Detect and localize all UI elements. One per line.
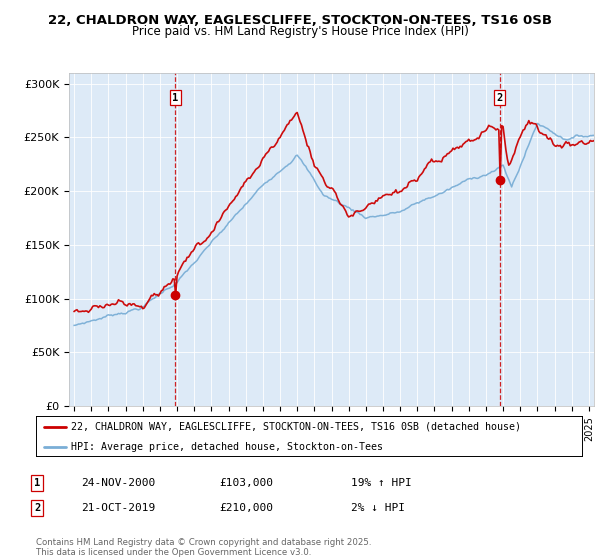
Text: 22, CHALDRON WAY, EAGLESCLIFFE, STOCKTON-ON-TEES, TS16 0SB (detached house): 22, CHALDRON WAY, EAGLESCLIFFE, STOCKTON…: [71, 422, 521, 432]
Text: 1: 1: [34, 478, 40, 488]
Text: 2: 2: [34, 503, 40, 513]
Text: £103,000: £103,000: [219, 478, 273, 488]
Text: 24-NOV-2000: 24-NOV-2000: [81, 478, 155, 488]
Text: 22, CHALDRON WAY, EAGLESCLIFFE, STOCKTON-ON-TEES, TS16 0SB: 22, CHALDRON WAY, EAGLESCLIFFE, STOCKTON…: [48, 14, 552, 27]
Text: 2% ↓ HPI: 2% ↓ HPI: [351, 503, 405, 513]
Text: 19% ↑ HPI: 19% ↑ HPI: [351, 478, 412, 488]
Text: £210,000: £210,000: [219, 503, 273, 513]
Text: HPI: Average price, detached house, Stockton-on-Tees: HPI: Average price, detached house, Stoc…: [71, 442, 383, 452]
Text: Contains HM Land Registry data © Crown copyright and database right 2025.
This d: Contains HM Land Registry data © Crown c…: [36, 538, 371, 557]
Text: 2: 2: [497, 92, 503, 102]
Text: 21-OCT-2019: 21-OCT-2019: [81, 503, 155, 513]
Text: 1: 1: [172, 92, 178, 102]
Text: Price paid vs. HM Land Registry's House Price Index (HPI): Price paid vs. HM Land Registry's House …: [131, 25, 469, 38]
